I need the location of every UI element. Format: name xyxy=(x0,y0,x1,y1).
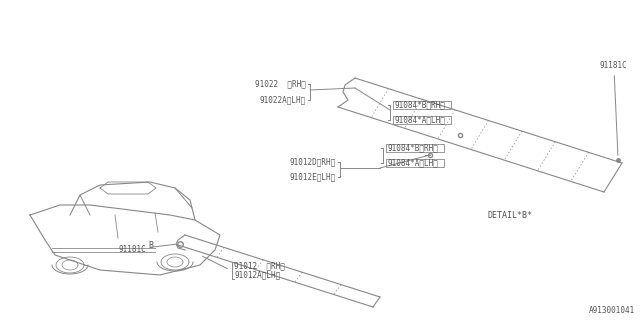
Text: 91012E〈LH〉: 91012E〈LH〉 xyxy=(290,172,336,181)
Text: 91084*B〈RH〉: 91084*B〈RH〉 xyxy=(394,100,445,109)
Text: 91012A〈LH〉: 91012A〈LH〉 xyxy=(234,270,280,279)
Text: 91012D〈RH〉: 91012D〈RH〉 xyxy=(290,157,336,166)
Text: 91084*A〈LH〉: 91084*A〈LH〉 xyxy=(394,116,445,124)
Text: 91181C: 91181C xyxy=(118,244,175,254)
Text: 91012  〈RH〉: 91012 〈RH〉 xyxy=(234,261,285,270)
Text: DETAIL*B*: DETAIL*B* xyxy=(488,211,532,220)
Text: 91022A〈LH〉: 91022A〈LH〉 xyxy=(260,95,306,105)
Text: 91181C: 91181C xyxy=(600,61,628,155)
Text: A913001041: A913001041 xyxy=(589,306,635,315)
Text: 91084*A〈LH〉: 91084*A〈LH〉 xyxy=(387,158,438,167)
Text: B: B xyxy=(148,241,153,250)
Text: 91084*B〈RH〉: 91084*B〈RH〉 xyxy=(387,143,438,153)
Text: 91022  〈RH〉: 91022 〈RH〉 xyxy=(255,79,306,89)
